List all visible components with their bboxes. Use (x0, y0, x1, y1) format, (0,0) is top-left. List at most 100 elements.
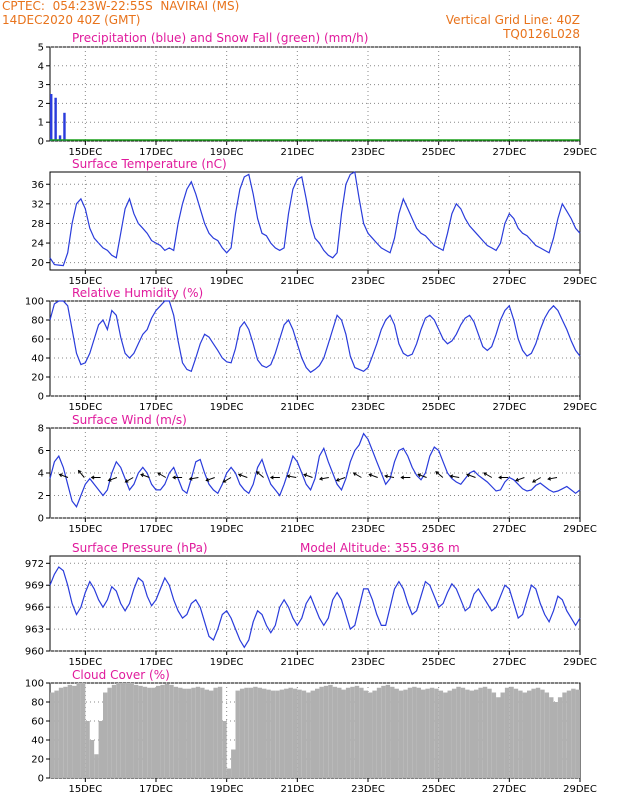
pressure-ytick-label: 966 (25, 603, 44, 614)
wind-arrow-head (77, 469, 82, 474)
cloud-bar (231, 749, 236, 778)
temp-xtick-label: 27DEC (492, 276, 526, 287)
wind-arrow-head (157, 472, 162, 476)
cloud-bar (164, 683, 170, 778)
rh-ytick-label: 60 (31, 335, 44, 346)
wind-arrow-head (140, 473, 145, 478)
cloud-bar (54, 690, 59, 778)
wind-arrow (336, 477, 346, 482)
cloud-bar (323, 685, 329, 778)
cloud-bar (257, 687, 262, 778)
wind-arrow (466, 473, 476, 478)
rh-frame (49, 300, 581, 397)
header-grid-note: Vertical Grid Line: 40Z (445, 13, 580, 27)
pressure-xtick-label: 19DEC (210, 657, 244, 668)
cloud-bar (151, 687, 156, 778)
cloud-bar (527, 690, 532, 778)
cloud-bar (147, 687, 152, 778)
wind-xtick-label: 29DEC (563, 524, 597, 535)
cloud-bar (244, 687, 249, 778)
cloud-bar (191, 687, 196, 778)
precip-bar (58, 135, 62, 141)
cloud-bar (540, 689, 545, 778)
cloud-bar (571, 688, 576, 778)
rh-xtick-label: 27DEC (492, 402, 526, 413)
wind-arrow (435, 471, 444, 478)
cloud-bar (195, 686, 201, 778)
cloud-bar (107, 687, 112, 778)
wind-arrow (222, 477, 232, 483)
cloud-bar (385, 684, 391, 778)
pressure-ytick-label: 963 (25, 625, 44, 636)
wind-arrow-head (466, 473, 471, 478)
cloud-ytick-label: 80 (31, 698, 44, 709)
pressure-title: Surface Pressure (hPa) (72, 541, 208, 555)
cloud-bar (253, 686, 258, 778)
cloud-bar (412, 686, 417, 778)
cloud-bar (248, 687, 254, 778)
wind-arrow (319, 477, 329, 480)
cloud-bar (156, 685, 161, 778)
wind-arrow (125, 477, 134, 483)
cloud-bar (553, 702, 558, 778)
cloud-bar (310, 690, 315, 778)
temp-xtick-label: 15DEC (68, 276, 102, 287)
cloud-bar (111, 684, 117, 778)
rh-series-line (49, 300, 581, 374)
cloud-bar (549, 697, 554, 778)
cloud-bar (487, 688, 492, 778)
cloud-bar (491, 692, 497, 778)
cloud-bar (76, 683, 81, 778)
cloud-ytick-label: 60 (31, 717, 44, 728)
cloud-bar (421, 689, 426, 778)
pressure-xtick-label: 29DEC (563, 657, 597, 668)
cloud-bar (80, 683, 86, 778)
temp-xtick-label: 23DEC (351, 276, 385, 287)
cloud-bar (345, 687, 351, 778)
wind-arrow (303, 473, 313, 478)
cloud-bar (94, 754, 99, 778)
pressure-xtick-label: 23DEC (351, 657, 385, 668)
wind-ytick-label: 2 (38, 491, 44, 502)
cloud-bar (434, 688, 439, 778)
cloud-xtick-label: 27DEC (492, 784, 526, 795)
cloud-bar (315, 688, 320, 778)
wind-arrow-head (532, 479, 536, 483)
cloud-bar (478, 687, 483, 778)
cloud-bar (456, 686, 461, 778)
precip-xtick-label: 23DEC (351, 147, 385, 158)
wind-arrow-head (368, 473, 373, 478)
cloud-bar (566, 690, 572, 778)
wind-ytick-label: 6 (38, 446, 44, 457)
header-code: TQ0126L028 (503, 27, 580, 41)
cloud-bar (297, 689, 302, 778)
wind-arrow (256, 471, 264, 478)
temp-series-line (49, 171, 581, 267)
wind-xtick-label: 21DEC (280, 524, 314, 535)
cloud-bar (50, 692, 55, 778)
cloud-bar (398, 690, 404, 778)
cloud-bar (133, 684, 139, 778)
wind-arrow (238, 473, 248, 478)
cloud-bar (217, 686, 223, 778)
pressure-ytick-label: 972 (25, 559, 44, 570)
cloud-ytick-label: 20 (31, 755, 44, 766)
wind-arrow (108, 477, 118, 482)
precip-title: Precipitation (blue) and Snow Fall (gree… (72, 31, 368, 45)
cloud-bar (443, 692, 448, 778)
pressure-series-line (49, 566, 581, 649)
wind-arrow-head (269, 475, 274, 480)
wind-arrow-head (58, 473, 63, 478)
cloud-bar (213, 687, 218, 778)
wind-xtick-label: 23DEC (351, 524, 385, 535)
cloud-bar (363, 690, 368, 778)
temp-ytick-label: 36 (31, 180, 44, 191)
wind-arrow-head (188, 476, 193, 481)
temp-ytick-label: 28 (31, 219, 44, 230)
cloud-bar (482, 686, 488, 778)
cloud-bar (337, 687, 342, 778)
rh-xtick-label: 25DEC (422, 402, 456, 413)
cloud-bar (200, 687, 205, 778)
cloud-bar (332, 686, 338, 778)
rh-xtick-label: 23DEC (351, 402, 385, 413)
